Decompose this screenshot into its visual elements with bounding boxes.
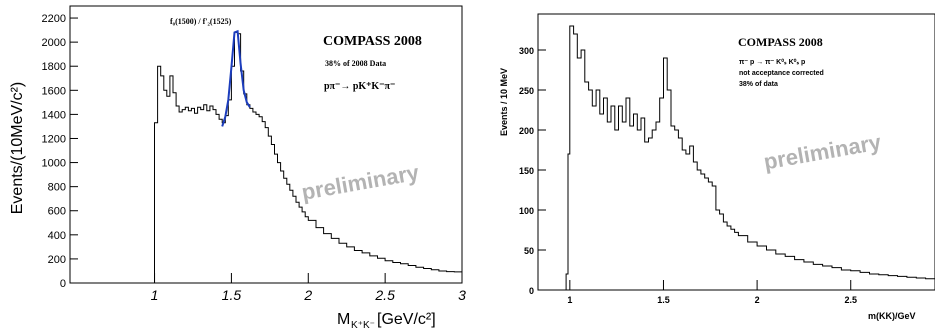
y-tick-label: 0 <box>529 286 534 296</box>
x-axis-title: m(KK)/GeV <box>868 311 916 321</box>
x-tick-label: 1 <box>567 295 572 305</box>
x-tick-label: 2 <box>303 287 312 303</box>
preliminary-watermark: preliminary <box>300 160 422 205</box>
y-tick-label: 250 <box>519 86 534 96</box>
plot-frame <box>537 13 935 291</box>
reaction-label: pπ⁻→ pK⁺K⁻π⁻ <box>324 81 395 92</box>
y-axis-ticks: 0 50 100 150 200 250 300 <box>519 46 546 296</box>
kk-mass-histogram-panel: 0 200 400 600 800 1000 1200 1400 1600 1800 2000 220… <box>9 5 466 331</box>
data-fraction-label: 38% of 2008 Data <box>325 59 386 68</box>
y-tick-label: 1200 <box>42 133 66 145</box>
y-tick-label: 1000 <box>42 158 66 170</box>
y-tick-label: 400 <box>48 230 66 242</box>
peak-label: f₀(1500) / f'₂(1525) <box>170 17 232 26</box>
y-tick-label: 0 <box>60 278 66 290</box>
y-tick-label: 1400 <box>42 109 66 121</box>
y-tick-label: 2200 <box>42 13 66 25</box>
x-axis-title: M K⁺K⁻ [GeV/c²] <box>337 311 436 331</box>
x-axis-ticks: 1 1.5 2 2.5 <box>567 280 857 305</box>
x-axis-title-unit: [GeV/c²] <box>377 311 436 328</box>
y-axis-title: Events / 10 MeV <box>499 68 509 136</box>
plot-frame <box>69 5 463 284</box>
fit-curve <box>221 29 251 127</box>
acceptance-note: not acceptance corrected <box>739 70 824 77</box>
x-tick-label: 1.5 <box>222 287 242 303</box>
y-tick-label: 1800 <box>42 61 66 73</box>
y-axis-ticks: 0 200 400 600 800 1000 1200 1400 1600 1800 2000 220… <box>42 13 78 290</box>
histogram-series <box>151 32 463 284</box>
ksks-mass-histogram-panel: 0 50 100 150 200 250 300 1 1.5 2 2.5 COMPASS 2008… <box>499 13 935 321</box>
reaction-label: π⁻ p → π⁻ K⁰ₛ K⁰ₛ p <box>739 58 805 66</box>
y-tick-label: 300 <box>519 46 534 56</box>
y-tick-label: 200 <box>48 254 66 266</box>
x-tick-label: 2.5 <box>844 295 857 305</box>
x-axis-title-sub: K⁺K⁻ <box>351 320 375 331</box>
x-tick-label: 2 <box>755 295 760 305</box>
y-tick-label: 1600 <box>42 85 66 97</box>
y-tick-label: 2000 <box>42 37 66 49</box>
histogram-series <box>564 25 935 291</box>
x-axis-ticks: 1 1.5 2 2.5 3 <box>151 273 466 303</box>
y-tick-label: 150 <box>519 166 534 176</box>
preliminary-watermark: preliminary <box>762 129 884 174</box>
x-tick-label: 1 <box>151 287 159 303</box>
x-tick-label: 2.5 <box>374 287 395 303</box>
x-tick-label: 1.5 <box>657 295 670 305</box>
x-tick-label: 3 <box>458 287 466 303</box>
data-fraction-label: 38% of data <box>739 81 778 88</box>
y-tick-label: 100 <box>519 206 534 216</box>
x-axis-title-main: M <box>337 311 350 328</box>
experiment-title: COMPASS 2008 <box>323 34 422 49</box>
y-tick-label: 50 <box>524 246 534 256</box>
y-tick-label: 200 <box>519 126 534 136</box>
y-tick-label: 800 <box>48 182 66 194</box>
y-tick-label: 600 <box>48 206 66 218</box>
experiment-title: COMPASS 2008 <box>738 35 823 49</box>
y-axis-title: Events/(10MeV/c²) <box>9 82 26 214</box>
